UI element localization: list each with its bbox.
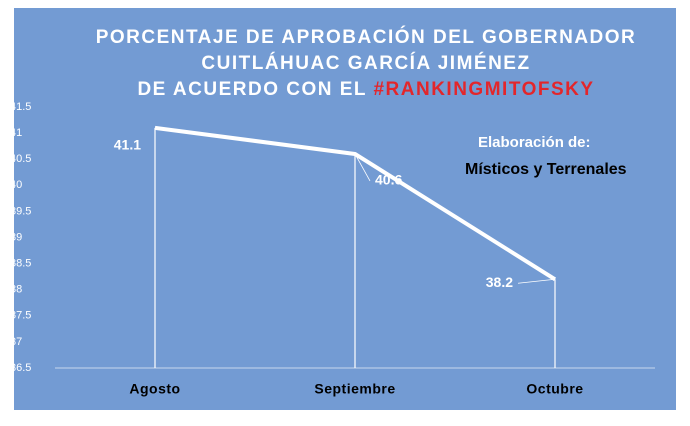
title-line: PORCENTAJE DE APROBACIÓN DEL GOBERNADOR [96,26,637,48]
data-label: 38.2 [486,274,513,290]
y-tick-label: 40.5 [10,153,31,165]
y-tick-label: 37 [10,336,22,348]
data-label: 41.1 [114,137,141,153]
leader-line [517,278,556,284]
title-line: DE ACUERDO CON EL [137,79,366,100]
series-line [154,125,557,281]
y-tick-label: 39.5 [10,205,31,217]
data-label: 40.6 [375,172,402,188]
y-tick-label: 41 [10,127,22,139]
y-tick-label: 37.5 [10,310,31,322]
panel [14,8,676,410]
y-tick-label: 41.5 [10,101,31,113]
y-tick-label: 38.5 [10,258,31,270]
x-tick-label: Octubre [526,381,583,397]
x-tick-label: Agosto [129,381,180,397]
y-tick-label: 39 [10,231,22,243]
y-tick-label: 38 [10,284,22,296]
annotation: Elaboración de: [478,134,591,151]
leader-line [354,153,371,182]
annotation: Místicos y Terrenales [465,161,627,178]
title-line: DE ACUERDO CON EL #RANKINGMITOFSKY [137,79,594,100]
title-line: CUITLÁHUAC GARCÍA JIMÉNEZ [201,52,530,74]
y-tick-label: 36.5 [10,362,31,374]
hashtag: #RANKINGMITOFSKY [373,79,594,100]
x-tick-label: Septiembre [314,381,395,397]
y-tick-label: 40 [10,179,22,191]
